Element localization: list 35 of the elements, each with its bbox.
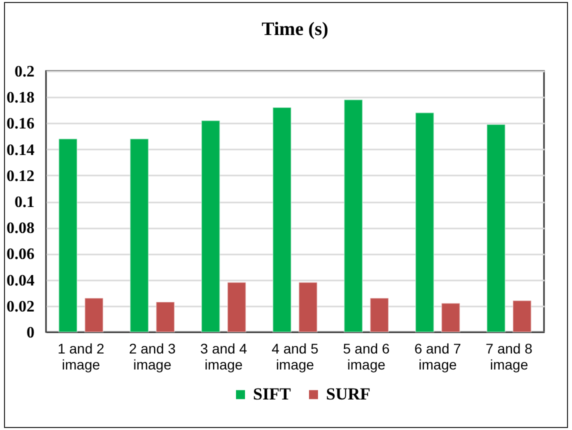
bar <box>344 99 363 332</box>
legend-label: SURF <box>326 384 370 404</box>
y-tick-label: 0.08 <box>6 220 34 238</box>
bar <box>298 282 318 332</box>
x-tick-label: 4 and 5 image <box>272 340 319 372</box>
y-tick-label: 0.2 <box>14 64 34 80</box>
bar <box>415 112 434 332</box>
y-tick-label: 0.14 <box>6 142 34 159</box>
chart-title: Time (s) <box>262 19 328 40</box>
bar <box>441 302 460 332</box>
x-tick-label: 7 and 8 image <box>486 340 533 372</box>
bar <box>130 138 149 332</box>
bar <box>156 301 175 332</box>
bar <box>512 300 532 332</box>
bar <box>272 107 292 332</box>
bar <box>201 120 220 332</box>
x-tick-label: 5 and 6 image <box>342 340 390 372</box>
y-tick-label: 0.16 <box>6 116 34 133</box>
y-tick-label: 0.12 <box>6 168 34 185</box>
x-tick-label: 2 and 3 image <box>128 340 176 372</box>
y-tick-label: 0.1 <box>14 194 34 211</box>
bar <box>58 138 78 332</box>
x-tick-label: 3 and 4 image <box>200 340 248 372</box>
y-tick-label: 0.06 <box>6 246 34 264</box>
bar <box>84 298 104 332</box>
y-tick-label: 0.02 <box>6 298 34 316</box>
bar <box>370 298 389 332</box>
bar <box>227 282 246 332</box>
x-tick-label: 1 and 2 image <box>58 340 105 372</box>
y-tick-label: 0.18 <box>6 90 34 107</box>
legend-label: SIFT <box>253 384 292 404</box>
bar <box>486 124 506 332</box>
x-tick-label: 6 and 7 image <box>414 340 462 372</box>
y-tick-label: 0.04 <box>6 272 34 290</box>
y-tick-label: 0 <box>26 324 34 342</box>
